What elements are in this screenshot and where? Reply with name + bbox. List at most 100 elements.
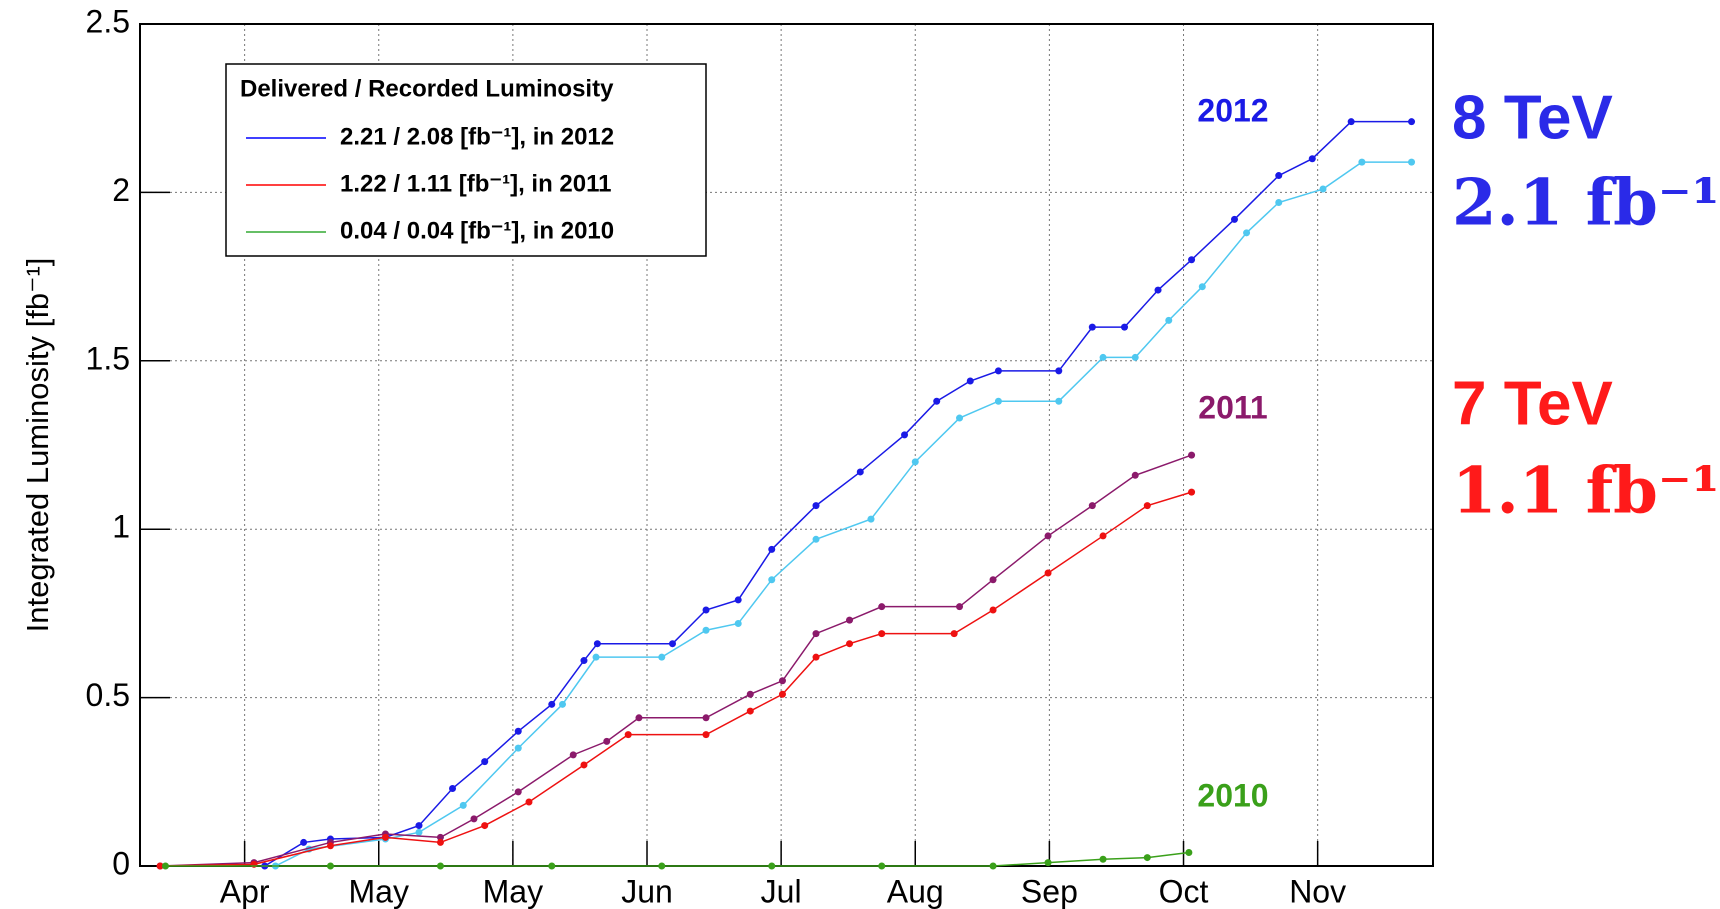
data-point xyxy=(514,727,522,735)
series-line xyxy=(160,454,1192,867)
data-point xyxy=(846,616,854,624)
data-point xyxy=(878,630,886,638)
data-point xyxy=(161,862,169,870)
y-tick-label: 2.5 xyxy=(86,3,130,39)
data-point xyxy=(525,798,533,806)
data-point xyxy=(326,842,334,850)
x-tick-label: Jun xyxy=(621,873,673,909)
data-point xyxy=(746,690,754,698)
data-point xyxy=(436,833,444,841)
data-point xyxy=(415,822,423,830)
data-point xyxy=(1143,502,1151,510)
data-point xyxy=(1408,118,1416,126)
data-point xyxy=(1055,367,1063,375)
legend-label: 1.22 / 1.11 [fb⁻¹], in 2011 xyxy=(340,170,611,197)
x-tick-label: May xyxy=(483,873,543,909)
data-point xyxy=(989,606,997,614)
data-point xyxy=(1099,532,1107,540)
data-point xyxy=(593,640,601,648)
data-point xyxy=(1347,118,1355,126)
data-point xyxy=(1319,185,1327,193)
data-point xyxy=(746,707,754,715)
data-point xyxy=(459,801,467,809)
data-point xyxy=(481,758,489,766)
data-point xyxy=(933,397,941,405)
data-point xyxy=(1099,855,1107,863)
data-point xyxy=(1044,569,1052,577)
data-point xyxy=(1198,283,1206,291)
data-point xyxy=(950,630,958,638)
x-tick-label: Oct xyxy=(1159,873,1209,909)
data-point xyxy=(1358,158,1366,166)
series-line xyxy=(160,491,1192,867)
x-tick-label: Sep xyxy=(1021,873,1078,909)
y-tick-label: 1 xyxy=(112,509,130,545)
data-point xyxy=(1143,854,1151,862)
data-point xyxy=(470,815,478,823)
data-point xyxy=(1088,502,1096,510)
data-point xyxy=(994,367,1002,375)
data-point xyxy=(514,744,522,752)
data-point xyxy=(702,714,710,722)
data-point xyxy=(911,458,919,466)
data-point xyxy=(624,731,632,739)
data-point xyxy=(1121,323,1129,331)
y-tick-label: 1.5 xyxy=(86,340,130,376)
data-point xyxy=(1131,353,1139,361)
data-point xyxy=(1230,215,1238,223)
data-point xyxy=(658,653,666,661)
data-point xyxy=(481,822,489,830)
series-line xyxy=(165,851,1189,867)
data-point xyxy=(548,700,556,708)
data-point xyxy=(559,700,567,708)
x-tick-label: Aug xyxy=(887,873,944,909)
data-point xyxy=(381,833,389,841)
data-point xyxy=(250,860,258,868)
data-point xyxy=(1165,316,1173,324)
y-tick-label: 2 xyxy=(112,172,130,208)
data-point xyxy=(1044,859,1052,867)
data-point xyxy=(1243,229,1251,237)
data-point xyxy=(449,785,457,793)
data-point xyxy=(1055,397,1063,405)
data-point xyxy=(415,828,423,836)
y-tick-label: 0.5 xyxy=(86,677,130,713)
data-point xyxy=(603,737,611,745)
data-point xyxy=(1408,158,1416,166)
data-point xyxy=(702,731,710,739)
data-point xyxy=(326,862,334,870)
data-point xyxy=(768,862,776,870)
data-point xyxy=(156,862,164,870)
data-point xyxy=(812,653,820,661)
data-point xyxy=(548,862,556,870)
data-point xyxy=(1099,353,1107,361)
legend-box xyxy=(225,63,707,257)
data-point xyxy=(702,626,710,634)
data-point xyxy=(989,862,997,870)
data-point xyxy=(1185,849,1193,857)
data-point xyxy=(580,657,588,665)
data-point xyxy=(1154,286,1162,294)
data-point xyxy=(966,377,974,385)
legend-label: 0.04 / 0.04 [fb⁻¹], in 2010 xyxy=(340,217,614,244)
data-point xyxy=(436,838,444,846)
data-point xyxy=(702,606,710,614)
data-point xyxy=(994,397,1002,405)
data-point xyxy=(768,576,776,584)
data-point xyxy=(1088,323,1096,331)
data-point xyxy=(734,620,742,628)
data-point xyxy=(812,630,820,638)
data-point xyxy=(956,603,964,611)
data-point xyxy=(812,535,820,543)
data-point xyxy=(856,468,864,476)
legend-label: 2.21 / 2.08 [fb⁻¹], in 2012 xyxy=(340,123,614,150)
annotation: 7 TeV xyxy=(1452,369,1613,438)
data-point xyxy=(878,603,886,611)
data-point xyxy=(989,576,997,584)
series-line xyxy=(275,161,1412,867)
data-point xyxy=(878,862,886,870)
annotation: 2012 xyxy=(1197,92,1268,128)
data-point xyxy=(300,838,308,846)
annotation: 2010 xyxy=(1197,777,1268,813)
